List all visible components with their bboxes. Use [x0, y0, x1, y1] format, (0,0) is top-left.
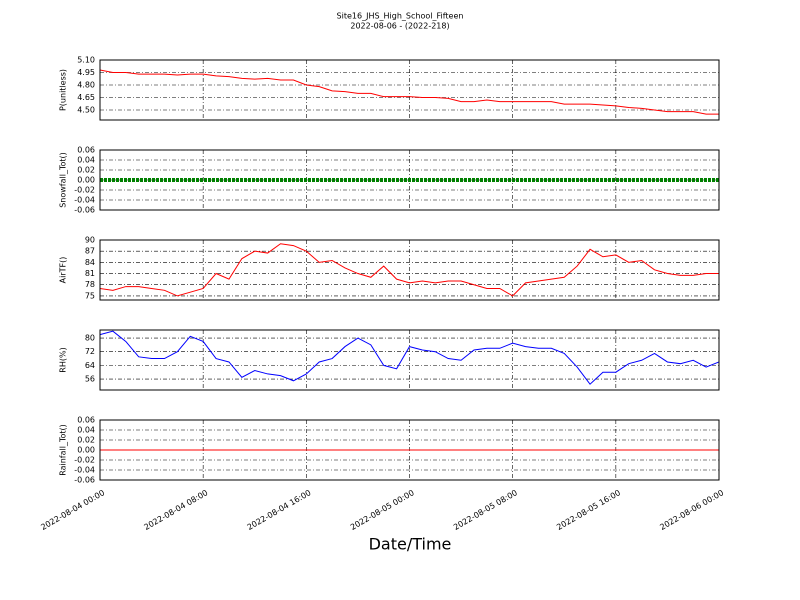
plot-frame: [99, 419, 720, 481]
data-line: [99, 69, 719, 115]
y-tick-label: -0.06: [74, 206, 95, 215]
y-tick-label: 90: [85, 236, 95, 245]
y-tick-label: 0.00: [77, 176, 95, 185]
plot-frame: [99, 59, 720, 121]
y-tick-label: 4.50: [77, 106, 95, 115]
y-tick-label: 64: [85, 361, 95, 370]
plot-frame: [99, 329, 720, 391]
y-tick-label: 0.06: [77, 146, 95, 155]
y-tick-label: 87: [85, 247, 95, 256]
y-tick-label: 80: [85, 334, 95, 343]
y-tick-label: -0.04: [74, 196, 95, 205]
y-tick-label: 0.04: [77, 426, 95, 435]
y-axis-label: P(unitless): [59, 69, 68, 111]
y-tick-label: 0.00: [77, 446, 95, 455]
data-line: [99, 330, 720, 385]
y-tick-label: 72: [85, 347, 95, 356]
y-tick-label: 75: [85, 291, 95, 300]
y-tick-label: 0.06: [77, 416, 95, 425]
y-tick-label: -0.02: [74, 456, 95, 465]
y-tick-label: 81: [85, 269, 95, 278]
y-tick-label: 0.04: [77, 156, 95, 165]
y-axis-label: Rainfall_Tot(): [59, 424, 68, 476]
y-axis-label: AirTF(): [59, 257, 68, 284]
plot-frame: [99, 239, 720, 301]
y-tick-label: 5.10: [77, 56, 95, 65]
plot-frame: [99, 149, 720, 211]
y-tick-label: -0.04: [74, 466, 95, 475]
y-tick-label: -0.06: [74, 476, 95, 485]
y-tick-label: 4.80: [77, 81, 95, 90]
y-tick-label: 56: [85, 375, 95, 384]
y-tick-label: 84: [85, 258, 95, 267]
x-axis-label: Date/Time: [369, 535, 452, 554]
y-tick-label: -0.02: [74, 186, 95, 195]
y-tick-label: 0.02: [77, 436, 95, 445]
y-tick-label: 4.65: [77, 93, 95, 102]
chart-subtitle: 2022-08-06 - (2022-218): [350, 22, 449, 31]
y-tick-label: 78: [85, 280, 95, 289]
chart-title: Site16_JHS_High_School_Fifteen: [337, 12, 464, 21]
y-axis-label: Snowfall_Tot(): [59, 152, 68, 208]
y-tick-label: 4.95: [77, 68, 95, 77]
data-line: [99, 243, 719, 297]
y-tick-label: 0.02: [77, 166, 95, 175]
y-axis-label: RH(%): [59, 347, 68, 372]
